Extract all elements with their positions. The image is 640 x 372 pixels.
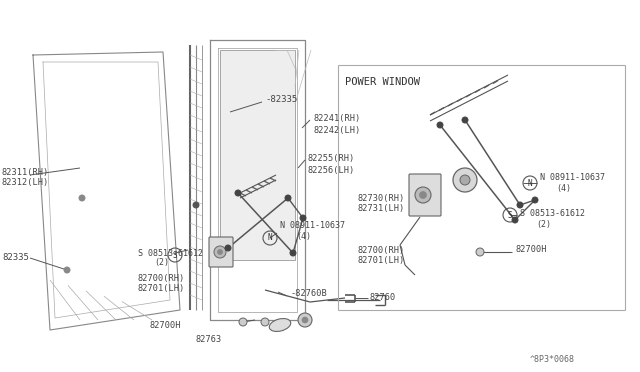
Text: S 08513-61612: S 08513-61612 (138, 248, 203, 257)
Circle shape (193, 202, 199, 208)
Text: 82335: 82335 (2, 253, 29, 263)
Circle shape (298, 313, 312, 327)
Text: 82731(LH): 82731(LH) (358, 205, 405, 214)
FancyBboxPatch shape (209, 237, 233, 267)
Text: 82242(LH): 82242(LH) (313, 125, 360, 135)
Circle shape (214, 246, 226, 258)
Text: 82760: 82760 (370, 294, 396, 302)
Circle shape (64, 267, 70, 273)
Text: 82311(RH): 82311(RH) (2, 167, 49, 176)
Text: 82730(RH): 82730(RH) (358, 193, 405, 202)
Text: (2): (2) (536, 219, 551, 228)
Circle shape (239, 318, 247, 326)
Text: N: N (528, 179, 532, 187)
Text: (2): (2) (154, 259, 169, 267)
Text: -82760B: -82760B (290, 289, 327, 298)
Circle shape (302, 317, 308, 323)
Text: ^8P3*0068: ^8P3*0068 (530, 356, 575, 365)
Text: S 08513-61612: S 08513-61612 (520, 208, 585, 218)
Text: 82700(RH): 82700(RH) (138, 273, 185, 282)
Text: (4): (4) (556, 185, 571, 193)
Circle shape (460, 175, 470, 185)
Text: N 08911-10637: N 08911-10637 (280, 221, 345, 230)
Text: 82701(LH): 82701(LH) (138, 285, 185, 294)
Polygon shape (220, 50, 295, 260)
Text: N 08911-10637: N 08911-10637 (540, 173, 605, 183)
Circle shape (453, 168, 477, 192)
Text: 82700H: 82700H (150, 321, 182, 330)
Circle shape (517, 202, 523, 208)
Text: 82312(LH): 82312(LH) (2, 179, 49, 187)
Text: 82255(RH): 82255(RH) (308, 154, 355, 163)
Text: 82701(LH): 82701(LH) (358, 257, 405, 266)
Circle shape (532, 197, 538, 203)
Circle shape (476, 248, 484, 256)
Circle shape (512, 217, 518, 223)
FancyBboxPatch shape (409, 174, 441, 216)
Circle shape (437, 122, 443, 128)
Circle shape (300, 215, 306, 221)
Circle shape (79, 195, 85, 201)
Circle shape (419, 192, 426, 199)
Circle shape (218, 250, 223, 254)
Text: N: N (268, 234, 272, 243)
Text: 82241(RH): 82241(RH) (313, 113, 360, 122)
Text: 82700(RH): 82700(RH) (358, 246, 405, 254)
Text: S: S (508, 211, 512, 219)
Circle shape (285, 195, 291, 201)
Circle shape (415, 187, 431, 203)
Ellipse shape (269, 318, 291, 331)
Text: POWER WINDOW: POWER WINDOW (345, 77, 420, 87)
Text: 82763: 82763 (195, 336, 221, 344)
Text: 82700H: 82700H (515, 246, 547, 254)
Circle shape (225, 245, 231, 251)
Text: (4): (4) (296, 231, 311, 241)
Circle shape (235, 190, 241, 196)
Circle shape (290, 250, 296, 256)
Text: 82256(LH): 82256(LH) (308, 166, 355, 174)
Text: -82335: -82335 (265, 96, 297, 105)
Circle shape (261, 318, 269, 326)
Text: S: S (173, 250, 177, 260)
Circle shape (462, 117, 468, 123)
